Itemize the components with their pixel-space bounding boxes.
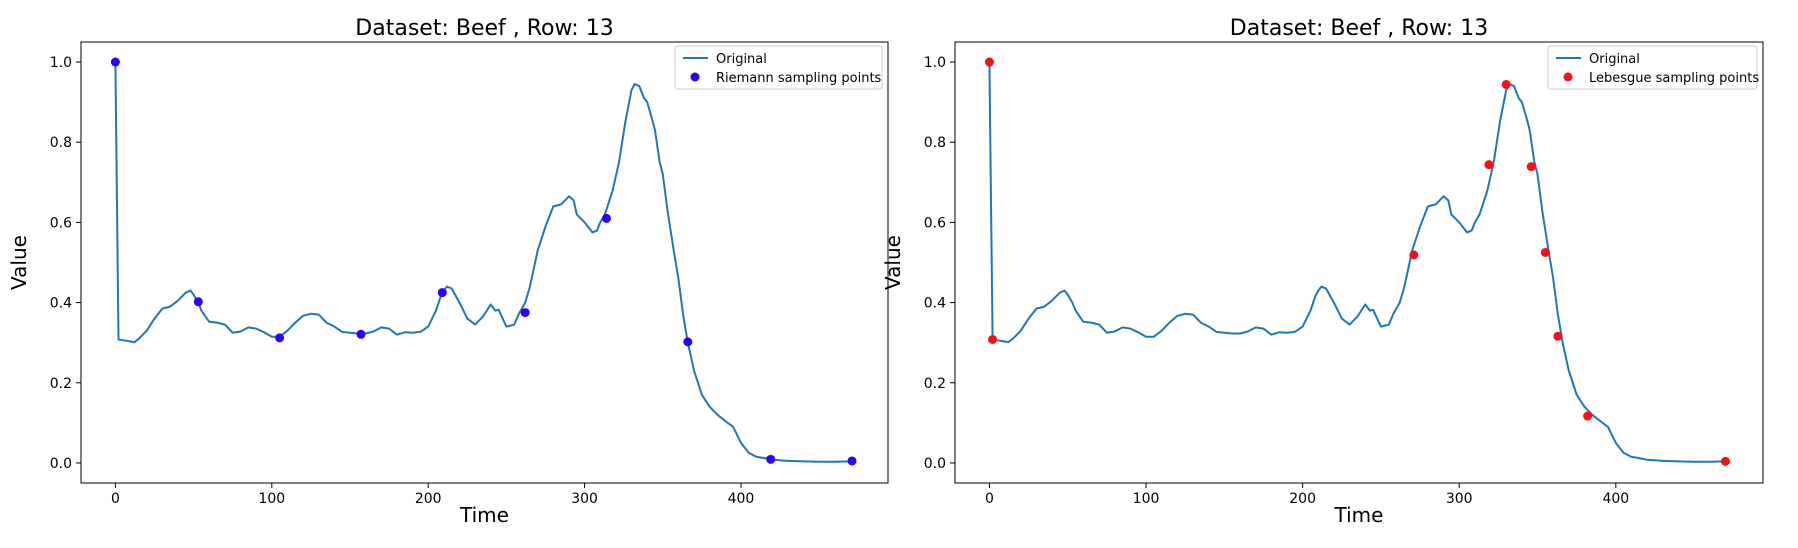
sampling-point — [1484, 160, 1494, 170]
sampling-point — [520, 308, 530, 318]
sampling-point — [766, 454, 776, 464]
sampling-point — [1583, 411, 1593, 421]
y-tick-label: 0.6 — [924, 215, 946, 231]
legend-marker-swatch — [1563, 72, 1573, 82]
y-tick-label: 0.4 — [50, 296, 72, 312]
sampling-point — [110, 57, 120, 67]
y-tick-label: 1.0 — [50, 55, 72, 71]
sampling-point — [193, 297, 203, 307]
plot-area-frame — [80, 41, 889, 484]
legend-marker-swatch — [690, 72, 700, 82]
sampling-point — [1720, 456, 1730, 466]
x-tick-label: 200 — [415, 491, 442, 507]
right-chart-panel: Dataset: Beef , Row: 13 0 100 200 300 400 0.0 0… — [881, 16, 1764, 527]
y-axis-label: Value — [881, 235, 905, 290]
x-tick-label: 300 — [571, 491, 598, 507]
x-tick-label: 0 — [985, 491, 994, 507]
sampling-point — [356, 329, 366, 339]
x-tick-label: 0 — [111, 491, 120, 507]
legend-box — [674, 45, 883, 90]
legend-entry-label: Original — [1589, 52, 1640, 67]
y-tick-label: 0.0 — [924, 456, 946, 472]
y-tick-label: 0.0 — [50, 456, 72, 472]
y-axis-label: Value — [7, 235, 31, 290]
sampling-point — [683, 337, 693, 347]
sampling-point — [1540, 247, 1550, 257]
x-tick-label: 100 — [258, 491, 285, 507]
sampling-point — [275, 333, 285, 343]
y-tick-label: 0.6 — [50, 215, 72, 231]
sampling-point — [847, 456, 857, 466]
original-series-line — [988, 61, 1731, 463]
x-tick-label: 400 — [1602, 491, 1629, 507]
y-tick-label: 0.2 — [50, 376, 72, 392]
legend-entry-label: Riemann sampling points — [716, 71, 882, 86]
sampling-point — [1501, 79, 1511, 89]
x-axis-label: Time — [459, 503, 509, 527]
x-tick-label: 300 — [1446, 491, 1473, 507]
legend-entry-label: Lebesgue sampling points — [1589, 71, 1759, 86]
left-chart-panel: Dataset: Beef , Row: 13 0 100 200 300 400 0.0 0… — [7, 16, 889, 527]
x-tick-label: 400 — [728, 491, 755, 507]
sampling-point — [1553, 331, 1563, 341]
sampling-point — [437, 288, 447, 298]
sampling-point — [988, 334, 998, 344]
y-tick-label: 1.0 — [924, 55, 946, 71]
plot-area-frame — [954, 41, 1764, 484]
sampling-point — [984, 57, 994, 67]
original-series-line — [114, 61, 856, 463]
y-tick-label: 0.8 — [924, 135, 946, 151]
sampling-point — [1409, 250, 1419, 260]
x-tick-label: 100 — [1133, 491, 1160, 507]
legend-entry-label: Original — [716, 52, 767, 67]
chart-title: Dataset: Beef , Row: 13 — [1230, 16, 1488, 41]
y-tick-label: 0.4 — [924, 296, 946, 312]
sampling-point — [601, 213, 611, 223]
y-tick-label: 0.2 — [924, 376, 946, 392]
legend-box — [1547, 45, 1758, 90]
x-tick-label: 200 — [1289, 491, 1316, 507]
sampling-point — [1526, 162, 1536, 172]
chart-title: Dataset: Beef , Row: 13 — [355, 16, 613, 41]
y-tick-label: 0.8 — [50, 135, 72, 151]
x-axis-label: Time — [1334, 503, 1384, 527]
